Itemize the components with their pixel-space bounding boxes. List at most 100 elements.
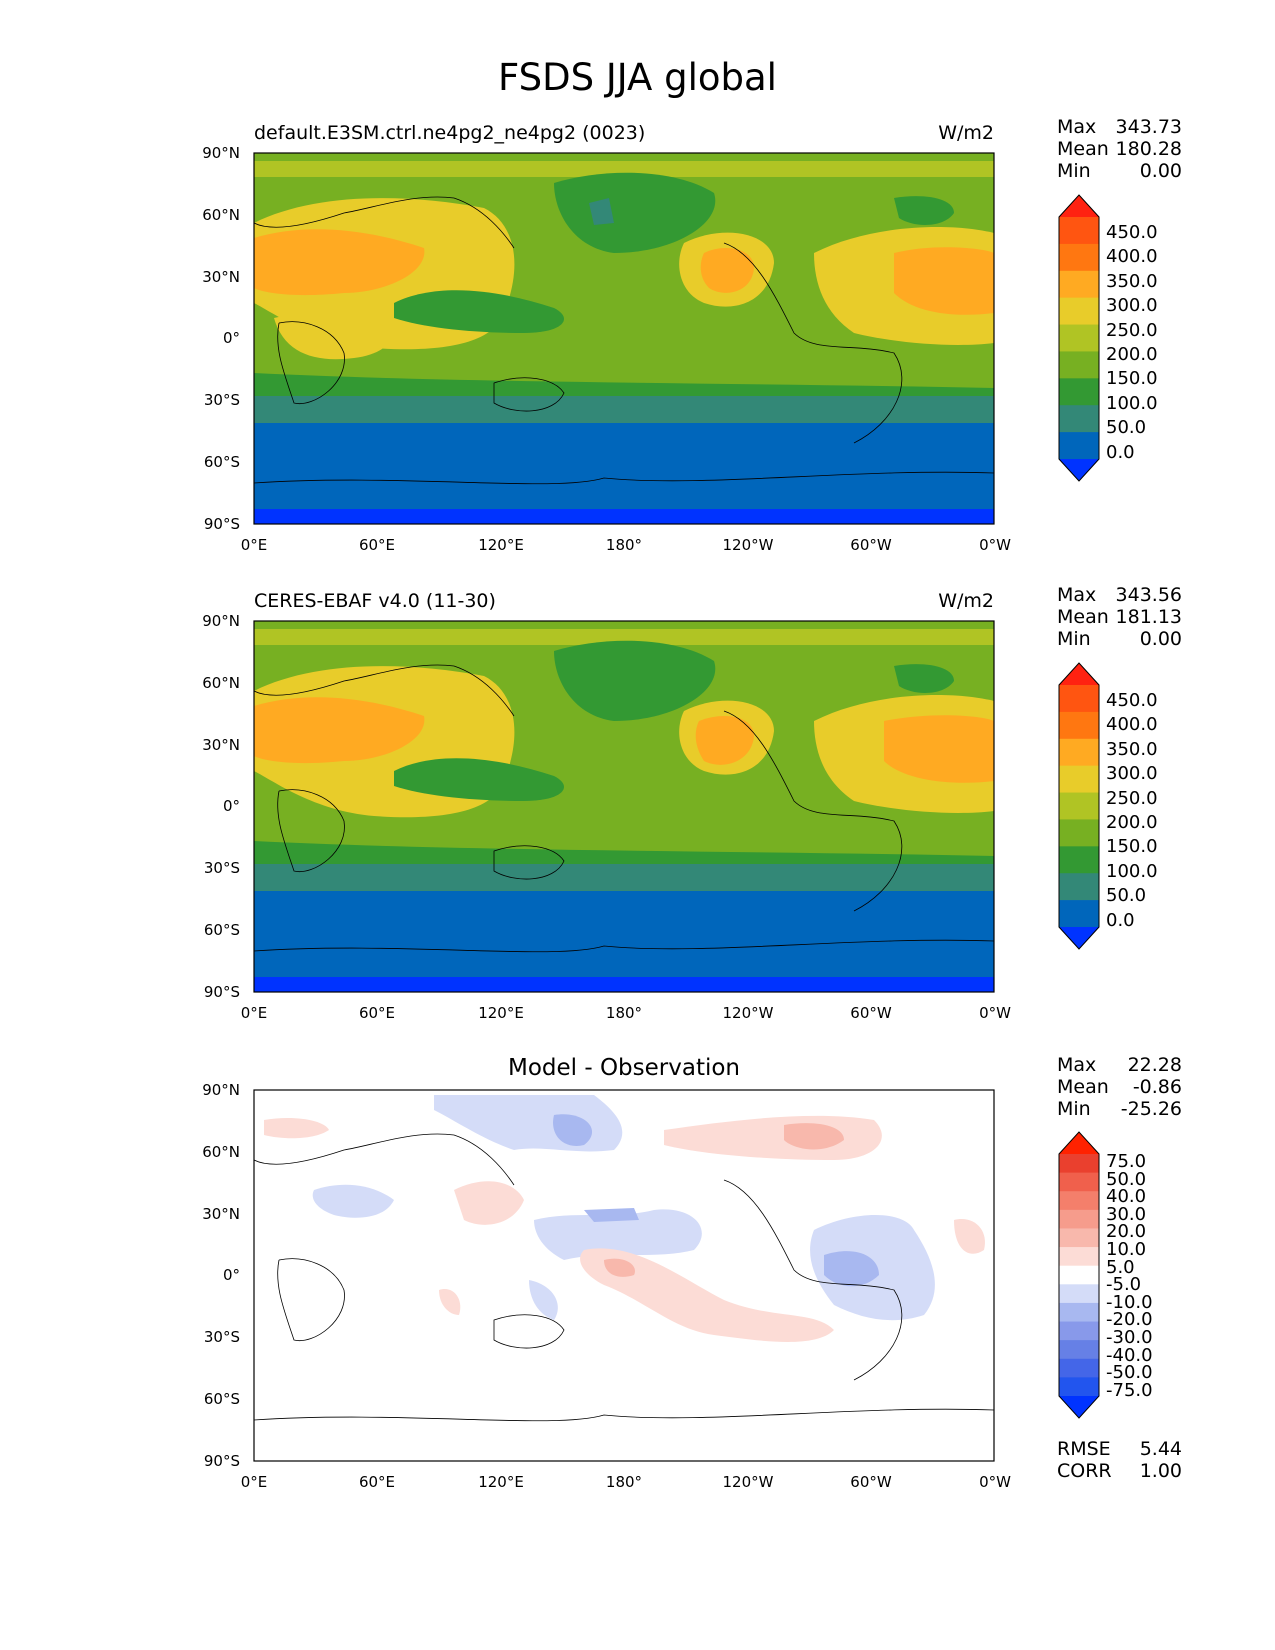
panel2-units: W/m2 bbox=[938, 590, 994, 612]
region-diff-neg bbox=[312, 1184, 394, 1218]
panel2-colorbar bbox=[1058, 662, 1100, 950]
stat-max-value: 343.73 bbox=[1115, 116, 1182, 138]
xtick: 0°W bbox=[979, 536, 1011, 554]
colorbar-tick-label: 200.0 bbox=[1106, 344, 1158, 365]
region-natl-max bbox=[884, 715, 994, 783]
region-maritime-cloud bbox=[394, 290, 564, 333]
colorbar-segment bbox=[1059, 1154, 1099, 1174]
stat-mean-label: Mean bbox=[1057, 138, 1109, 160]
region-diff-pos-strong bbox=[604, 1258, 635, 1277]
stat-mean: Mean 181.13 bbox=[1057, 606, 1182, 628]
metric-corr-label: CORR bbox=[1057, 1460, 1112, 1482]
band-south-100 bbox=[254, 841, 994, 864]
colorbar-tick-label: -10.0 bbox=[1106, 1291, 1153, 1313]
xtick: 120°E bbox=[478, 1004, 524, 1022]
colorbar-segment bbox=[1059, 792, 1099, 820]
ytick: 30°S bbox=[203, 391, 240, 409]
stat-mean-value: 180.28 bbox=[1115, 138, 1182, 160]
colorbar-tick-label: 450.0 bbox=[1106, 690, 1158, 711]
colorbar-tick-label: 50.0 bbox=[1106, 1168, 1147, 1190]
colorbar-segment bbox=[1059, 1265, 1099, 1285]
colorbar-segment bbox=[1059, 1191, 1099, 1211]
colorbar-outline bbox=[1058, 662, 1100, 950]
colorbar-segment bbox=[1059, 243, 1099, 272]
xtick: 60°W bbox=[850, 1473, 892, 1491]
xtick: 120°W bbox=[722, 1004, 774, 1022]
colorbar-tick-label: 350.0 bbox=[1106, 738, 1158, 760]
colorbar-tick-label: 250.0 bbox=[1106, 319, 1158, 341]
stat-max: Max 343.73 bbox=[1057, 116, 1182, 138]
region-diff-neg-strong bbox=[584, 1208, 639, 1222]
stat-min: Min -25.26 bbox=[1057, 1098, 1182, 1120]
colorbar-tick-label: 300.0 bbox=[1106, 295, 1158, 317]
colorbar-extend-max bbox=[1059, 1132, 1099, 1154]
colorbar-tick-label: 400.0 bbox=[1106, 246, 1158, 268]
region-diff-pos bbox=[454, 1181, 524, 1225]
stat-min-label: Min bbox=[1057, 628, 1091, 650]
stat-max-label: Max bbox=[1057, 116, 1097, 138]
region-sahara-max bbox=[254, 697, 425, 764]
colorbar-segment bbox=[1059, 1209, 1099, 1229]
panel2-map bbox=[253, 620, 995, 993]
band bbox=[254, 161, 994, 177]
colorbar-tick-label: 50.0 bbox=[1106, 417, 1147, 439]
colorbar-extend-min bbox=[1059, 459, 1099, 481]
stat-mean-value: 181.13 bbox=[1115, 606, 1182, 628]
ytick: 30°S bbox=[203, 859, 240, 877]
colorbar-segment bbox=[1059, 351, 1099, 379]
region-diff-pos bbox=[954, 1219, 985, 1254]
colorbar-segment bbox=[1059, 217, 1099, 245]
ytick: 30°S bbox=[203, 1328, 240, 1346]
metric-rmse-label: RMSE bbox=[1057, 1438, 1111, 1460]
band-south-50 bbox=[254, 396, 994, 423]
panel1-title: default.E3SM.ctrl.ne4pg2_ne4pg2 (0023) bbox=[254, 122, 646, 144]
colorbar-segment bbox=[1059, 1302, 1099, 1323]
stat-mean: Mean 180.28 bbox=[1057, 138, 1182, 160]
region-siberia-cloud bbox=[554, 640, 716, 721]
ytick: 60°N bbox=[202, 1143, 240, 1161]
ytick: 60°S bbox=[203, 1390, 240, 1408]
colorbar-extend-min bbox=[1059, 927, 1099, 949]
figure-title: FSDS JJA global bbox=[498, 56, 777, 99]
colorbar-segment bbox=[1059, 846, 1099, 874]
colorbar-tick-label: -20.0 bbox=[1106, 1309, 1153, 1331]
ytick: 0° bbox=[222, 797, 240, 815]
stat-min: Min 0.00 bbox=[1057, 160, 1182, 182]
xtick: 120°W bbox=[722, 536, 774, 554]
colorbar-segment bbox=[1059, 819, 1099, 847]
ytick: 0° bbox=[222, 1266, 240, 1284]
colorbar-segment bbox=[1059, 685, 1099, 713]
colorbar-outline bbox=[1058, 194, 1100, 482]
band-pole bbox=[254, 509, 994, 524]
stat-min: Min 0.00 bbox=[1057, 628, 1182, 650]
colorbar-tick-label: 5.0 bbox=[1106, 1256, 1135, 1278]
region-greenland-cloud bbox=[894, 664, 954, 693]
colorbar-tick-label: 0.0 bbox=[1106, 909, 1135, 931]
colorbar-segment bbox=[1059, 270, 1099, 299]
xtick: 120°W bbox=[722, 1473, 774, 1491]
band-south-0 bbox=[254, 891, 994, 977]
colorbar-tick-label: 20.0 bbox=[1106, 1221, 1147, 1243]
stat-min-label: Min bbox=[1057, 1098, 1091, 1120]
colorbar-tick-label: -30.0 bbox=[1106, 1327, 1153, 1348]
map-frame bbox=[253, 1089, 995, 1462]
colorbar-segment bbox=[1059, 765, 1099, 794]
colorbar-tick-label: 450.0 bbox=[1106, 222, 1158, 243]
region-maritime-cloud bbox=[394, 758, 564, 801]
stat-max-value: 343.56 bbox=[1115, 584, 1182, 606]
metric-corr-value: 1.00 bbox=[1139, 1460, 1182, 1482]
ytick: 90°N bbox=[202, 612, 240, 630]
ytick: 90°N bbox=[202, 144, 240, 162]
colorbar-tick-label: 0.0 bbox=[1106, 441, 1135, 463]
panel3-colorbar bbox=[1058, 1131, 1100, 1419]
ytick: 60°S bbox=[203, 921, 240, 939]
colorbar-segment bbox=[1059, 405, 1099, 433]
stat-max-label: Max bbox=[1057, 1054, 1097, 1076]
band-south-100 bbox=[254, 373, 994, 396]
stat-max: Max 343.56 bbox=[1057, 584, 1182, 606]
panel1-stats: Max 343.73 Mean 180.28 Min 0.00 bbox=[1057, 116, 1182, 182]
panel3-metrics: RMSE 5.44 CORR 1.00 bbox=[1057, 1438, 1182, 1482]
stat-max-label: Max bbox=[1057, 584, 1097, 606]
colorbar-segment bbox=[1059, 873, 1099, 901]
band bbox=[254, 629, 994, 645]
